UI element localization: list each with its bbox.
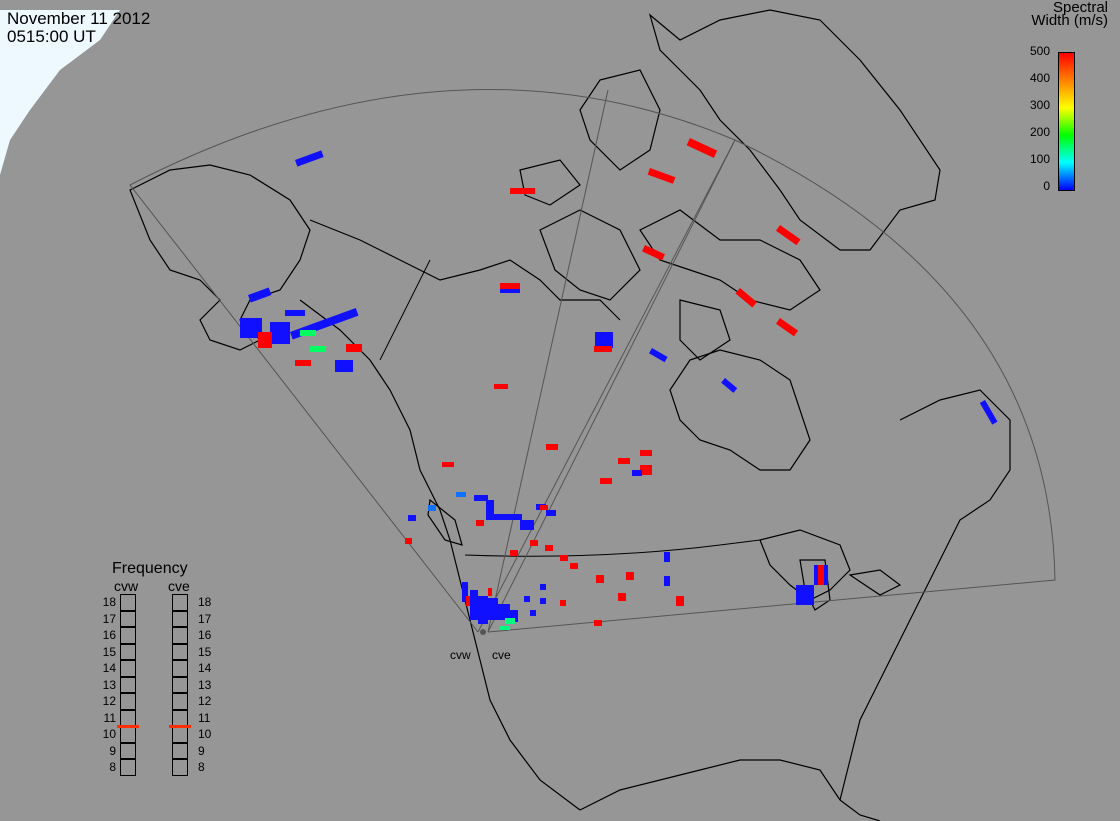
colorbar-title-line1: Spectral — [1052, 0, 1108, 16]
frequency-cell-cvw — [120, 610, 136, 627]
frequency-scale-label: 10 — [102, 727, 116, 741]
frequency-marker-cve — [169, 725, 191, 728]
frequency-cell-cvw — [120, 742, 136, 759]
frequency-scale-label: 13 — [102, 677, 116, 692]
borders — [379, 259, 761, 557]
frequency-marker-cvw — [117, 725, 139, 728]
coastlines — [129, 9, 1011, 821]
frequency-cell-cve — [172, 693, 188, 710]
frequency-cell-cvw — [120, 693, 136, 710]
frequency-scale-label: 17 — [198, 611, 212, 626]
date-label: November 11 2012 — [7, 9, 151, 28]
frequency-title: Frequency — [112, 560, 188, 577]
frequency-scale-label: 14 — [102, 661, 116, 675]
colorbar-tick-200: 200 — [1029, 125, 1050, 139]
fields-of-view — [129, 88, 1056, 633]
frequency-scale-label: 15 — [102, 644, 116, 659]
frequency-scale-label: 13 — [198, 677, 212, 692]
polar-region — [0, 10, 120, 175]
colorbar-tick-100: 100 — [1029, 152, 1050, 166]
frequency-cell-cvw — [120, 676, 136, 693]
frequency-cell-cvw — [120, 759, 136, 776]
frequency-cell-cvw — [120, 627, 136, 644]
radar-label-cve: cve — [492, 648, 511, 662]
frequency-cell-cve — [172, 660, 188, 677]
frequency-scale-label: 11 — [198, 710, 211, 725]
frequency-cell-cvw — [120, 643, 136, 660]
frequency-scale-label: 8 — [109, 760, 116, 774]
frequency-scale-label: 18 — [102, 595, 116, 609]
colorbar-tick-300: 300 — [1029, 98, 1050, 112]
frequency-cell-cve — [172, 594, 188, 611]
colorbar-title-line2: Width (m/s) — [1031, 12, 1108, 29]
frequency-cell-cve — [172, 742, 188, 759]
frequency-cell-cvw — [120, 594, 136, 611]
frequency-cell-cve — [172, 726, 188, 743]
frequency-scale-label: 12 — [198, 694, 212, 708]
colorbar-tick-500: 500 — [1029, 44, 1050, 58]
colorbar-tick-0: 0 — [1043, 179, 1050, 193]
frequency-scale-label: 9 — [109, 743, 116, 758]
colorbar-tick-400: 400 — [1029, 71, 1050, 85]
frequency-cell-cve — [172, 759, 188, 776]
frequency-scale-label: 14 — [198, 661, 212, 675]
frequency-scale-label: 12 — [102, 694, 116, 708]
radar-site-cvw — [480, 629, 486, 635]
frequency-scale-label: 11 — [103, 710, 116, 725]
frequency-cve-label: cve — [168, 578, 190, 594]
frequency-cell-cve — [172, 643, 188, 660]
frequency-cell-cve — [172, 676, 188, 693]
frequency-scale-label: 16 — [198, 628, 212, 642]
echo-data — [240, 137, 998, 630]
frequency-cell-cve — [172, 627, 188, 644]
frequency-scale-label: 9 — [198, 743, 205, 758]
frequency-scale-label: 15 — [198, 644, 212, 659]
frequency-cell-cve — [172, 610, 188, 627]
frequency-scale-label: 10 — [198, 727, 212, 741]
colorbar-gradient — [1058, 52, 1075, 191]
frequency-cell-cve — [172, 709, 188, 726]
frequency-scale-label: 16 — [102, 628, 116, 642]
frequency-scale-label: 8 — [198, 760, 205, 774]
frequency-cell-cvw — [120, 660, 136, 677]
radar-label-cvw: cvw — [450, 648, 471, 662]
time-label: 0515:00 UT — [7, 27, 96, 46]
frequency-cell-cvw — [120, 709, 136, 726]
frequency-cvw-label: cvw — [114, 578, 139, 594]
frequency-cell-cvw — [120, 726, 136, 743]
frequency-scale-label: 18 — [198, 595, 212, 609]
frequency-scale-label: 17 — [102, 611, 116, 626]
